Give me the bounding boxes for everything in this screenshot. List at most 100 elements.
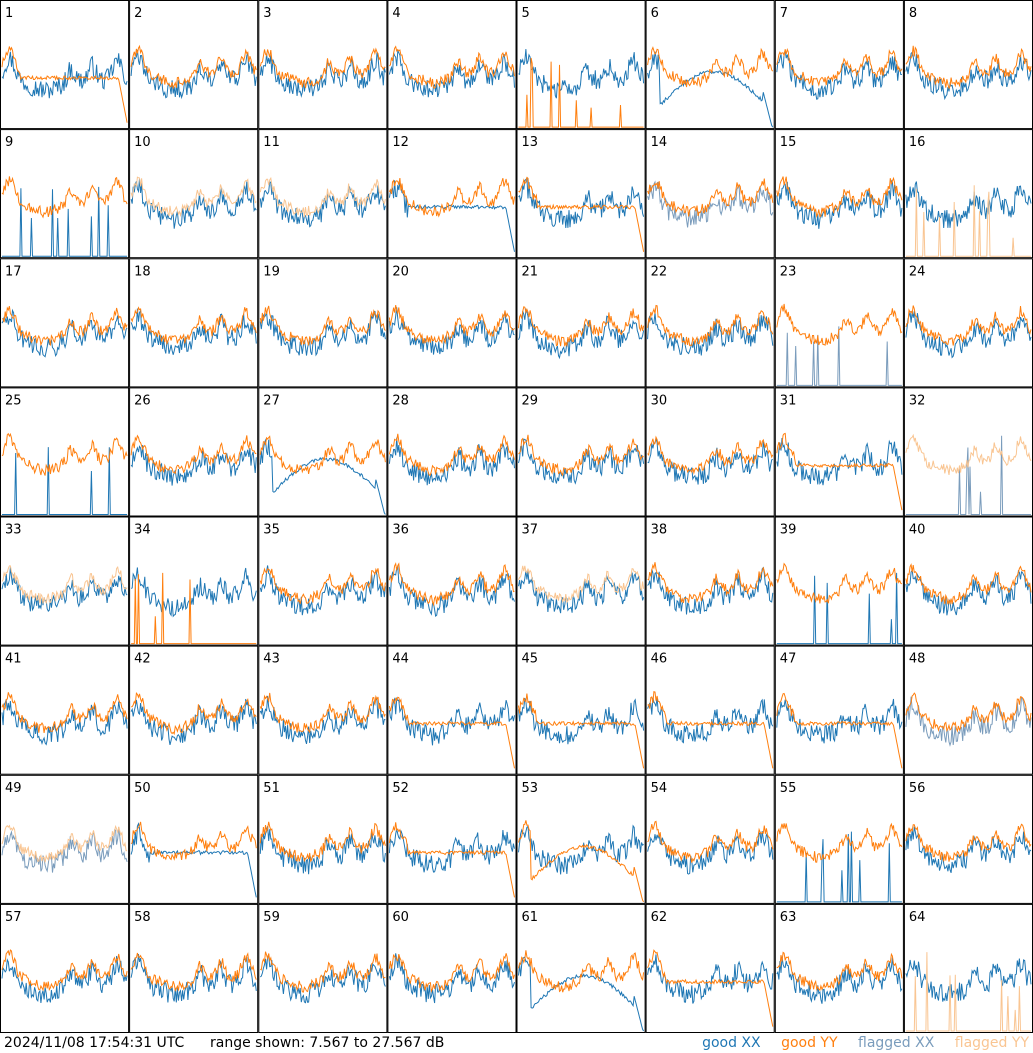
series-yy-58 bbox=[130, 952, 257, 992]
panel-frame bbox=[774, 0, 904, 130]
panel-label: 12 bbox=[392, 135, 409, 150]
panel-label: 20 bbox=[392, 264, 409, 279]
series-xx-18 bbox=[130, 308, 257, 355]
panel-frame bbox=[387, 774, 517, 904]
series-xx-52 bbox=[388, 828, 515, 873]
panel-label: 31 bbox=[780, 393, 797, 408]
panel-17: 17 bbox=[0, 258, 130, 388]
panel-frame bbox=[645, 903, 775, 1033]
series-yy-51 bbox=[259, 821, 386, 863]
panel-frame bbox=[645, 258, 775, 388]
series-xx-9 bbox=[2, 186, 128, 257]
panel-32: 32 bbox=[903, 387, 1033, 517]
panel-36: 36 bbox=[387, 516, 517, 646]
panel-frame bbox=[129, 258, 259, 388]
series-xx-39 bbox=[776, 572, 902, 645]
panel-label: 51 bbox=[263, 781, 280, 796]
panel-9: 9 bbox=[0, 129, 130, 259]
panel-frame bbox=[774, 645, 904, 775]
panel-label: 11 bbox=[263, 135, 280, 150]
panel-label: 19 bbox=[263, 264, 280, 279]
panel-frame bbox=[129, 903, 259, 1033]
panel-label: 32 bbox=[909, 393, 926, 408]
panel-57: 57 bbox=[0, 903, 130, 1033]
panel-label: 59 bbox=[263, 910, 280, 925]
panel-label: 25 bbox=[5, 393, 22, 408]
panel-frame bbox=[387, 129, 517, 259]
panel-2: 2 bbox=[129, 0, 259, 130]
panel-5: 5 bbox=[516, 0, 646, 130]
series-yy-42 bbox=[131, 691, 257, 736]
panel-51: 51 bbox=[258, 774, 388, 904]
series-yy-40 bbox=[905, 563, 1032, 606]
panel-label: 16 bbox=[909, 135, 926, 150]
panel-27: 27 bbox=[258, 387, 388, 517]
series-yy-47 bbox=[776, 692, 903, 769]
series-yy-8 bbox=[905, 45, 1032, 90]
series-yy-61 bbox=[518, 950, 645, 993]
panel-label: 34 bbox=[134, 523, 151, 538]
panel-label: 14 bbox=[651, 135, 668, 150]
series-yy-43 bbox=[259, 692, 386, 734]
panel-label: 21 bbox=[522, 264, 539, 279]
series-yy-62 bbox=[647, 949, 774, 1027]
series-yy-15 bbox=[776, 176, 903, 219]
panel-frame bbox=[387, 903, 517, 1033]
panel-20: 20 bbox=[387, 258, 517, 388]
series-xx-42 bbox=[130, 698, 257, 746]
series-xx-31 bbox=[776, 437, 903, 486]
panel-label: 55 bbox=[780, 781, 797, 796]
panel-frame bbox=[0, 903, 130, 1033]
panel-28: 28 bbox=[387, 387, 517, 517]
panel-frame bbox=[258, 129, 388, 259]
series-yy-55 bbox=[776, 822, 903, 863]
series-yy-17 bbox=[1, 306, 128, 347]
panel-frame bbox=[774, 774, 904, 904]
panel-52: 52 bbox=[387, 774, 517, 904]
series-yy-28 bbox=[388, 433, 515, 476]
series-xx-2 bbox=[130, 49, 257, 100]
panel-label: 6 bbox=[651, 6, 659, 21]
panel-frame bbox=[774, 516, 904, 646]
panel-label: 22 bbox=[651, 264, 668, 279]
panel-42: 42 bbox=[129, 645, 259, 775]
series-yy-26 bbox=[130, 434, 257, 475]
panel-frame bbox=[645, 129, 775, 259]
series-xx-1 bbox=[1, 51, 128, 99]
series-yy-4 bbox=[389, 45, 515, 89]
series-xx-19 bbox=[259, 310, 386, 357]
panel-frame bbox=[516, 516, 646, 646]
panel-19: 19 bbox=[258, 258, 388, 388]
series-xx-34 bbox=[130, 567, 257, 618]
series-xx-46 bbox=[647, 697, 774, 744]
panel-frame bbox=[387, 387, 517, 517]
series-yy-11 bbox=[259, 176, 386, 218]
panel-35: 35 bbox=[258, 516, 388, 646]
series-xx-62 bbox=[647, 954, 774, 1004]
panel-label: 49 bbox=[5, 781, 22, 796]
series-xx-7 bbox=[776, 50, 902, 100]
series-xx-8 bbox=[905, 51, 1032, 101]
panel-frame bbox=[516, 903, 646, 1033]
series-xx-51 bbox=[259, 826, 386, 875]
panel-26: 26 bbox=[129, 387, 259, 517]
panel-frame bbox=[774, 129, 904, 259]
panel-24: 24 bbox=[903, 258, 1033, 388]
panel-14: 14 bbox=[645, 129, 775, 259]
series-xx-28 bbox=[388, 437, 515, 486]
panel-11: 11 bbox=[258, 129, 388, 259]
series-xx-10 bbox=[130, 178, 257, 229]
series-xx-47 bbox=[776, 698, 903, 744]
series-yy-54 bbox=[647, 820, 774, 863]
series-xx-58 bbox=[130, 954, 257, 1003]
panel-58: 58 bbox=[129, 903, 259, 1033]
panel-label: 1 bbox=[5, 6, 13, 21]
panel-label: 39 bbox=[780, 523, 797, 538]
panel-46: 46 bbox=[645, 645, 775, 775]
panel-44: 44 bbox=[387, 645, 517, 775]
panel-label: 26 bbox=[134, 393, 151, 408]
series-yy-53 bbox=[518, 820, 645, 903]
panel-37: 37 bbox=[516, 516, 646, 646]
panel-21: 21 bbox=[516, 258, 646, 388]
